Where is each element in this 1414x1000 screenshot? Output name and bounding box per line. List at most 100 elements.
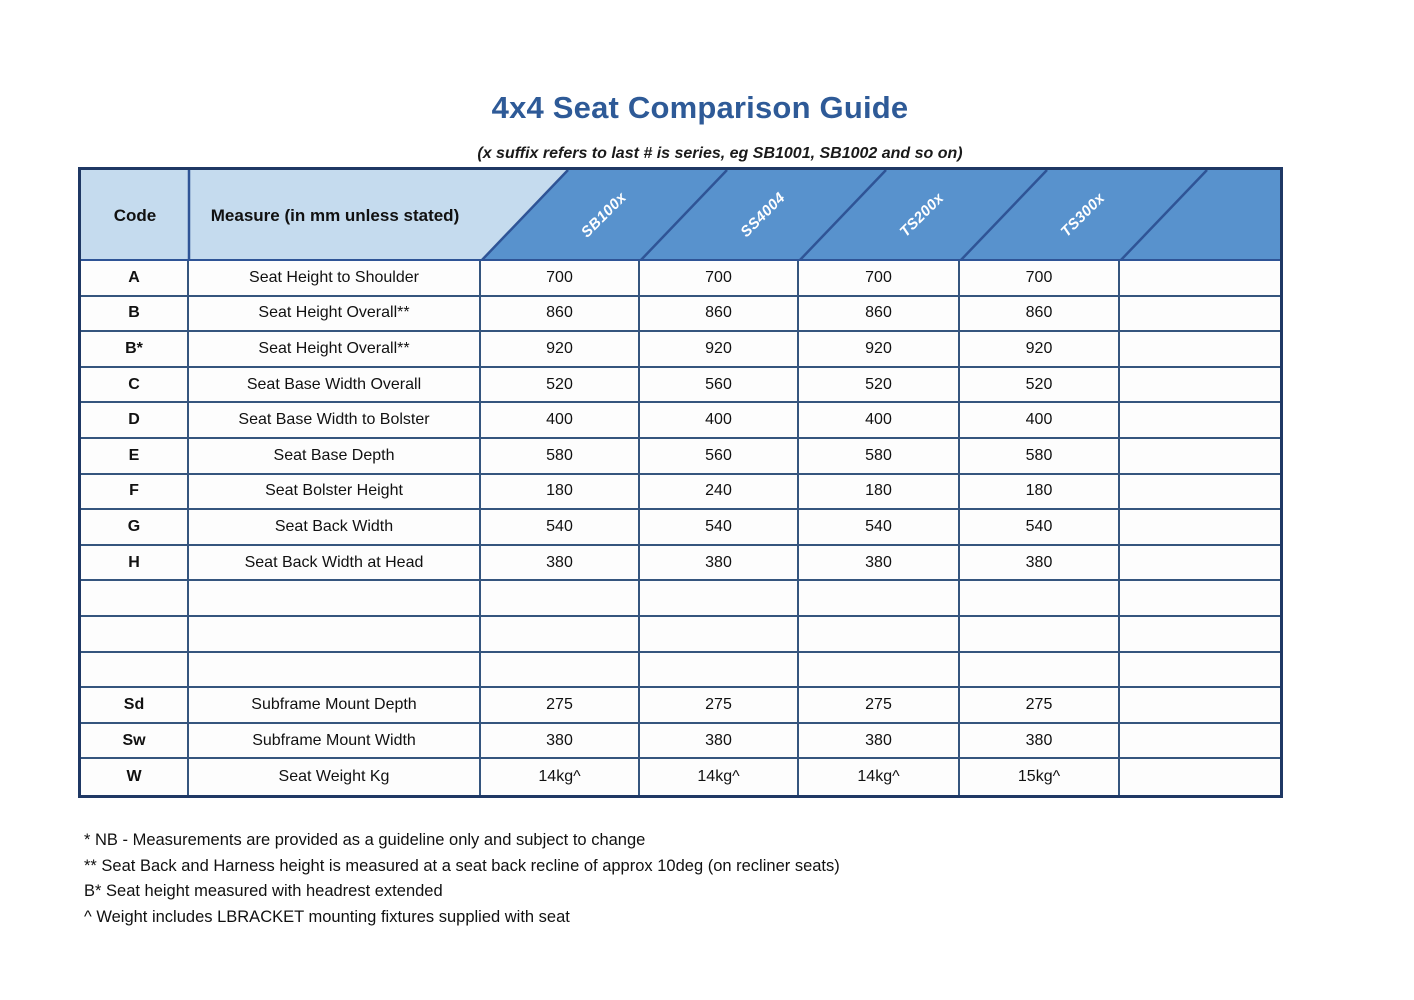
row-value: 380 bbox=[640, 545, 799, 580]
row-code: B* bbox=[81, 332, 189, 366]
row-measure: Subframe Mount Width bbox=[189, 723, 481, 758]
header-background-graphic bbox=[81, 170, 1280, 259]
table-row bbox=[81, 616, 1280, 653]
measure-column-header: Measure (in mm unless stated) bbox=[210, 205, 460, 225]
row-value bbox=[1120, 759, 1280, 795]
row-value bbox=[1120, 261, 1280, 295]
table-row: Sd Subframe Mount Depth 275 275 275 275 bbox=[81, 688, 1280, 724]
table-row: D Seat Base Width to Bolster 400 400 400 400 bbox=[81, 403, 1280, 439]
row-value: 540 bbox=[640, 510, 799, 544]
row-value bbox=[799, 652, 960, 687]
row-value: 560 bbox=[640, 367, 799, 402]
table-row: E Seat Base Depth 580 560 580 580 bbox=[81, 438, 1280, 475]
row-code bbox=[81, 581, 189, 615]
row-value: 275 bbox=[960, 688, 1120, 722]
row-value: 860 bbox=[481, 296, 640, 331]
header-dark-band bbox=[482, 170, 1280, 259]
row-value bbox=[960, 652, 1120, 687]
row-value: 400 bbox=[799, 403, 960, 437]
table-row: Sw Subframe Mount Width 380 380 380 380 bbox=[81, 723, 1280, 760]
footnote-line: B* Seat height measured with headrest ex… bbox=[84, 882, 443, 901]
row-value: 540 bbox=[960, 510, 1120, 544]
row-value bbox=[1120, 616, 1280, 651]
row-value bbox=[481, 616, 640, 651]
row-value: 580 bbox=[960, 438, 1120, 473]
row-value bbox=[1120, 403, 1280, 437]
row-value: 580 bbox=[799, 438, 960, 473]
row-value: 540 bbox=[481, 510, 640, 544]
row-measure: Seat Back Width bbox=[189, 510, 481, 544]
row-value: 380 bbox=[481, 545, 640, 580]
table-row: C Seat Base Width Overall 520 560 520 520 bbox=[81, 367, 1280, 404]
footnote-line: * NB - Measurements are provided as a gu… bbox=[84, 831, 646, 849]
row-measure: Seat Base Width to Bolster bbox=[189, 403, 481, 437]
page-subtitle: (x suffix refers to last # is series, eg… bbox=[477, 145, 963, 162]
row-code: C bbox=[81, 367, 189, 402]
row-value: 920 bbox=[799, 332, 960, 366]
row-code bbox=[81, 652, 189, 687]
row-code: Sw bbox=[81, 723, 189, 758]
row-measure: Subframe Mount Depth bbox=[189, 688, 481, 722]
table-row bbox=[81, 581, 1280, 617]
row-value bbox=[481, 652, 640, 687]
code-column-header: Code bbox=[113, 205, 157, 225]
row-value: 14kg^ bbox=[481, 759, 640, 795]
row-measure: Seat Base Width Overall bbox=[189, 367, 481, 402]
row-value: 380 bbox=[799, 723, 960, 758]
row-code: H bbox=[81, 545, 189, 580]
row-value: 275 bbox=[799, 688, 960, 722]
row-value bbox=[1120, 723, 1280, 758]
row-measure: Seat Weight Kg bbox=[189, 759, 481, 795]
row-value bbox=[640, 581, 799, 615]
row-value bbox=[799, 581, 960, 615]
row-value: 15kg^ bbox=[960, 759, 1120, 795]
row-value: 580 bbox=[481, 438, 640, 473]
row-value: 520 bbox=[799, 367, 960, 402]
footnotes: * NB - Measurements are provided as a gu… bbox=[84, 828, 1184, 930]
row-value bbox=[1120, 652, 1280, 687]
row-code: B bbox=[81, 296, 189, 331]
row-value bbox=[1120, 545, 1280, 580]
page-title: 4x4 Seat Comparison Guide bbox=[491, 90, 909, 125]
row-value bbox=[1120, 438, 1280, 473]
row-value: 520 bbox=[481, 367, 640, 402]
row-code bbox=[81, 616, 189, 651]
row-value: 920 bbox=[481, 332, 640, 366]
row-measure: Seat Back Width at Head bbox=[189, 545, 481, 580]
row-value: 520 bbox=[960, 367, 1120, 402]
row-measure: Seat Height Overall** bbox=[189, 332, 481, 366]
row-measure bbox=[189, 652, 481, 687]
table-header: Code Measure (in mm unless stated) SB100… bbox=[81, 170, 1280, 261]
row-value bbox=[1120, 581, 1280, 615]
diagonal-divider-line bbox=[640, 170, 728, 259]
row-measure: Seat Bolster Height bbox=[189, 474, 481, 509]
row-value bbox=[1120, 688, 1280, 722]
row-measure: Seat Base Depth bbox=[189, 438, 481, 473]
row-value bbox=[799, 616, 960, 651]
seat-comparison-table: Code Measure (in mm unless stated) SB100… bbox=[78, 167, 1283, 798]
row-code: D bbox=[81, 403, 189, 437]
diagonal-divider-line bbox=[1120, 170, 1208, 259]
row-value: 700 bbox=[799, 261, 960, 295]
row-value: 380 bbox=[640, 723, 799, 758]
row-value: 180 bbox=[799, 474, 960, 509]
row-value: 380 bbox=[481, 723, 640, 758]
row-value: 540 bbox=[799, 510, 960, 544]
row-value bbox=[960, 616, 1120, 651]
diagonal-divider-line bbox=[799, 170, 887, 259]
row-value: 240 bbox=[640, 474, 799, 509]
row-value: 920 bbox=[640, 332, 799, 366]
row-value: 400 bbox=[960, 403, 1120, 437]
row-value bbox=[1120, 510, 1280, 544]
row-value bbox=[1120, 332, 1280, 366]
row-value: 560 bbox=[640, 438, 799, 473]
table-row: B Seat Height Overall** 860 860 860 860 bbox=[81, 296, 1280, 333]
row-value bbox=[640, 616, 799, 651]
row-value: 700 bbox=[481, 261, 640, 295]
row-value bbox=[1120, 296, 1280, 331]
row-value: 700 bbox=[960, 261, 1120, 295]
row-value: 380 bbox=[960, 723, 1120, 758]
row-value: 860 bbox=[960, 296, 1120, 331]
row-value: 400 bbox=[640, 403, 799, 437]
row-value bbox=[1120, 474, 1280, 509]
